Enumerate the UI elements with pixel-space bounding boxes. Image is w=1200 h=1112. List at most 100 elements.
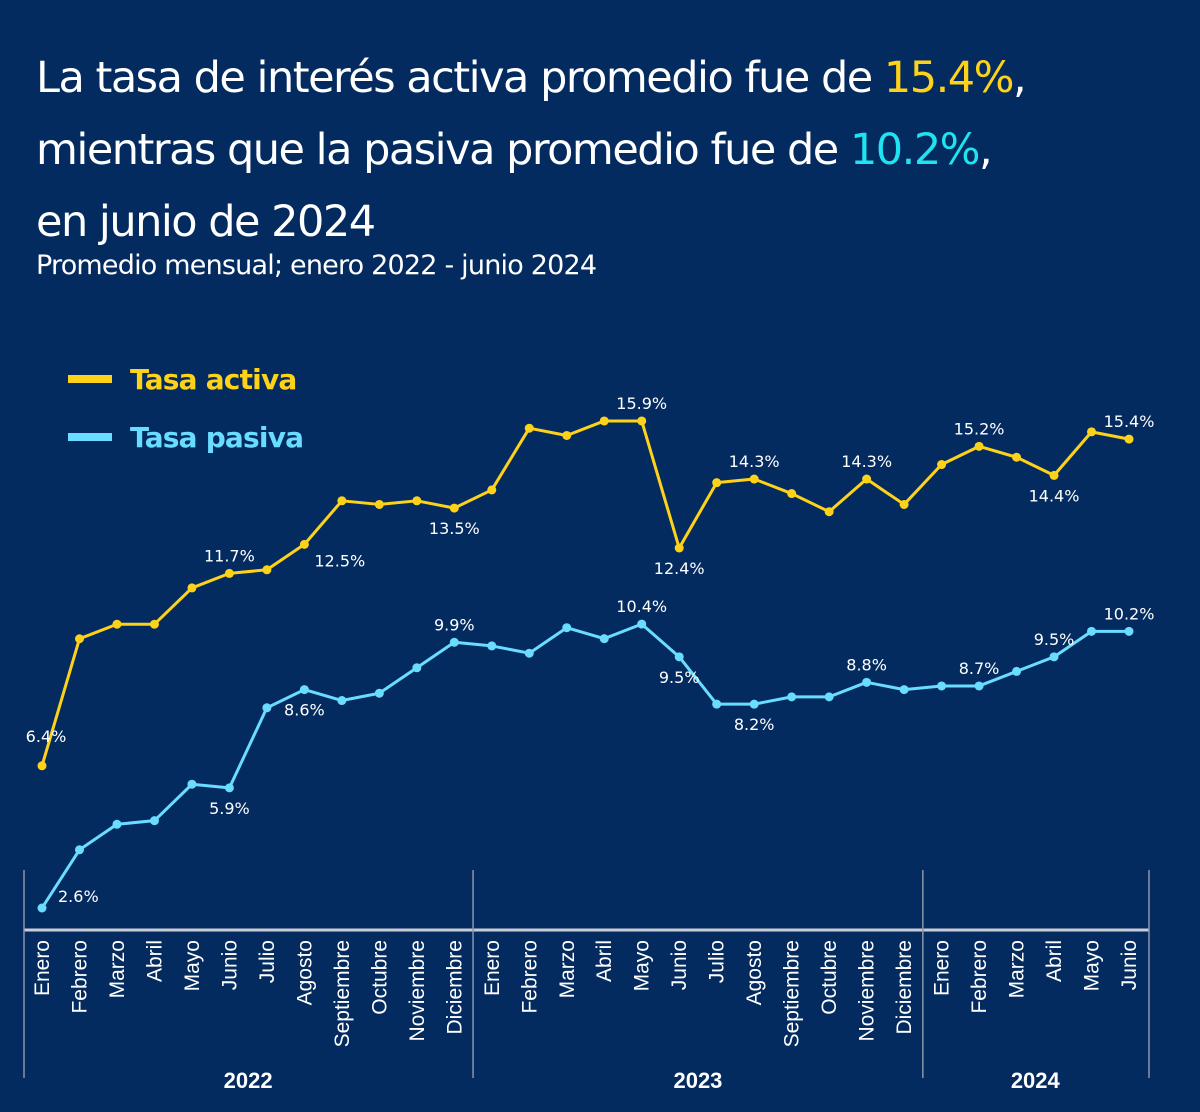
title-line2: mientras que la pasiva promedio fue de 1… [36,125,993,175]
data-point-activa [749,474,759,484]
data-point-pasiva [149,816,159,826]
data-label-activa: 15.9% [616,394,667,413]
data-label-activa: 15.4% [1104,412,1155,431]
series-line-activa [40,419,1130,767]
month-label: Marzo [556,940,579,998]
title-line1-text: La tasa de interés activa promedio fue d… [36,53,884,103]
data-point-activa [449,503,459,513]
month-label: Agosto [743,940,766,1005]
data-point-pasiva [937,681,947,691]
month-label: Abril [143,940,166,982]
data-point-pasiva [337,696,347,706]
title-line1-suffix: , [1013,53,1027,103]
data-point-pasiva [637,619,647,629]
data-label-pasiva: 5.9% [209,799,250,818]
data-point-activa [487,485,497,495]
data-point-pasiva [187,779,197,789]
month-label: Octubre [818,940,841,1015]
data-point-pasiva [1087,626,1097,636]
legend-label-pasiva: Tasa pasiva [130,420,304,454]
data-point-activa [787,489,797,499]
chart-subtitle: Promedio mensual; enero 2022 - junio 202… [36,250,597,281]
month-label: Mayo [181,940,204,991]
month-label: Agosto [293,940,316,1005]
data-label-activa: 14.3% [841,452,892,471]
month-label: Mayo [1081,940,1104,991]
month-label: Enero [481,940,504,996]
series-line-pasiva [40,622,1129,909]
month-label: Junio [218,940,241,990]
month-label: Febrero [518,940,541,1014]
data-point-activa [187,583,197,593]
year-label-2022: 2022 [224,1068,273,1093]
data-point-activa [637,416,647,426]
legend-swatch-activa [68,375,112,383]
month-label: Diciembre [443,940,466,1035]
data-point-pasiva [712,699,722,709]
data-point-pasiva [74,845,84,855]
month-label: Abril [1043,940,1066,982]
data-point-pasiva [449,637,459,647]
data-label-pasiva: 8.8% [846,655,887,674]
data-point-pasiva [1049,652,1059,662]
data-point-activa [974,441,984,451]
title-line2-text: mientras que la pasiva promedio fue de [36,125,850,175]
data-point-pasiva [899,685,909,695]
data-point-activa [712,478,722,488]
data-point-pasiva [524,648,534,658]
data-point-activa [112,619,122,629]
month-label: Febrero [968,940,991,1014]
data-label-pasiva: 9.5% [659,668,700,687]
data-point-activa [74,634,84,644]
data-point-activa [37,761,47,771]
data-point-pasiva [787,692,797,702]
chart-title: La tasa de interés activa promedio fue d… [36,42,1176,258]
title-pasiva-value: 10.2% [849,125,981,175]
data-point-activa [149,619,159,629]
month-label: Febrero [68,940,91,1014]
legend-item-pasiva: Tasa pasiva [68,408,304,466]
data-point-activa [299,539,309,549]
month-label: Marzo [106,940,129,998]
data-label-activa: 14.4% [1029,486,1080,505]
data-point-activa [224,568,234,578]
data-label-activa: 13.5% [429,519,480,538]
data-label-activa: 12.4% [654,559,705,578]
data-point-pasiva [37,903,47,913]
title-activa-value: 15.4% [883,53,1015,103]
month-label: Marzo [1006,940,1029,998]
data-label-pasiva: 10.4% [616,597,667,616]
data-point-pasiva [224,783,234,793]
title-line3: en junio de 2024 [36,197,376,247]
data-point-pasiva [674,652,684,662]
data-point-activa [599,416,609,426]
month-label: Enero [31,940,54,996]
data-point-activa [862,474,872,484]
legend: Tasa activa Tasa pasiva [68,350,304,466]
month-label: Septiembre [781,940,804,1047]
data-label-pasiva: 8.6% [284,701,325,720]
data-point-activa [824,507,834,517]
data-point-pasiva [1124,626,1134,636]
data-point-pasiva [862,677,872,687]
data-point-pasiva [599,634,609,644]
year-label-2024: 2024 [1011,1068,1061,1093]
data-point-activa [374,499,384,509]
data-point-activa [337,496,347,506]
data-label-pasiva: 8.7% [959,659,1000,678]
data-point-activa [262,565,272,575]
data-point-activa [937,460,947,470]
month-label: Abril [593,940,616,982]
legend-swatch-pasiva [68,433,112,441]
data-point-activa [1124,434,1134,444]
data-point-pasiva [112,819,122,829]
data-label-pasiva: 9.5% [1034,630,1075,649]
data-label-activa: 14.3% [729,452,780,471]
month-label: Junio [1118,940,1141,990]
data-label-pasiva: 8.2% [734,715,775,734]
data-point-pasiva [374,688,384,698]
month-label: Julio [706,940,729,983]
legend-label-activa: Tasa activa [130,362,297,396]
data-label-pasiva: 10.2% [1104,604,1155,623]
